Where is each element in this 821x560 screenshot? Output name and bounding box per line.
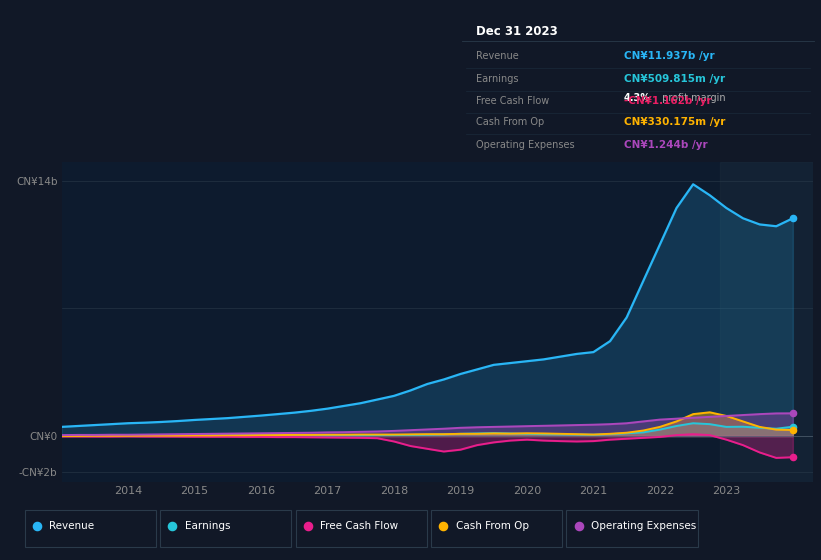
Text: CN¥11.937b /yr: CN¥11.937b /yr <box>624 52 714 62</box>
Point <box>166 522 179 531</box>
Bar <box>720 162 813 482</box>
Point <box>30 522 44 531</box>
Text: Free Cash Flow: Free Cash Flow <box>476 96 549 106</box>
Text: CN¥330.175m /yr: CN¥330.175m /yr <box>624 117 725 127</box>
Text: -CN¥1.162b /yr: -CN¥1.162b /yr <box>624 96 712 106</box>
Text: Earnings: Earnings <box>476 74 519 84</box>
Text: 4.3%: 4.3% <box>624 94 651 103</box>
Text: Operating Expenses: Operating Expenses <box>476 139 575 150</box>
Point <box>437 522 450 531</box>
Point <box>787 422 800 431</box>
Text: Earnings: Earnings <box>185 521 230 531</box>
Point <box>787 214 800 223</box>
Point <box>301 522 314 531</box>
Text: Free Cash Flow: Free Cash Flow <box>320 521 398 531</box>
Text: profit margin: profit margin <box>659 94 726 103</box>
Point <box>787 426 800 435</box>
Text: CN¥509.815m /yr: CN¥509.815m /yr <box>624 74 725 84</box>
Text: Cash From Op: Cash From Op <box>476 117 544 127</box>
Text: Revenue: Revenue <box>476 52 519 62</box>
Point <box>787 409 800 418</box>
Text: CN¥1.244b /yr: CN¥1.244b /yr <box>624 139 708 150</box>
Point <box>572 522 585 531</box>
Text: Operating Expenses: Operating Expenses <box>591 521 696 531</box>
Text: Revenue: Revenue <box>49 521 94 531</box>
Point <box>787 452 800 461</box>
Text: Dec 31 2023: Dec 31 2023 <box>476 25 558 38</box>
Text: Cash From Op: Cash From Op <box>456 521 529 531</box>
